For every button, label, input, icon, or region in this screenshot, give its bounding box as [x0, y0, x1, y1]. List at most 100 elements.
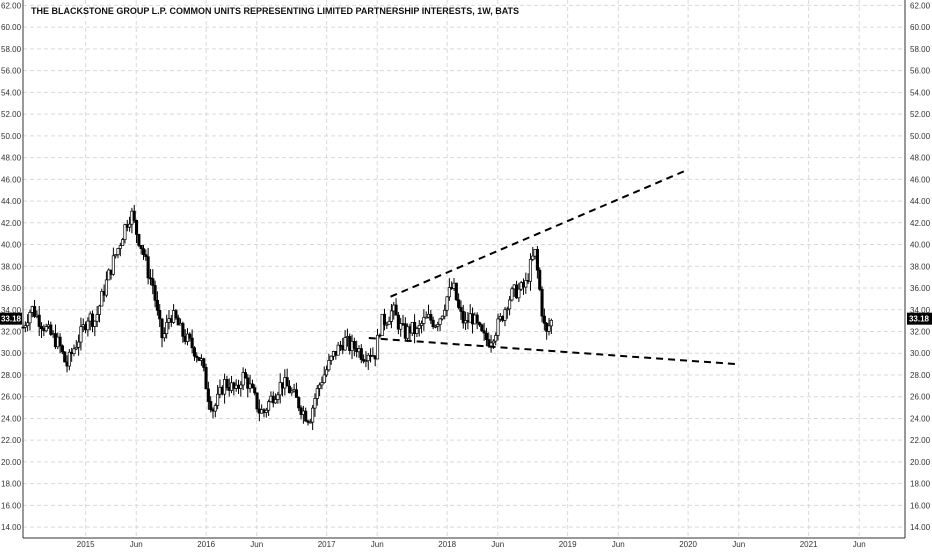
- candle-body: [457, 299, 461, 308]
- candle-body: [385, 323, 389, 326]
- y-tick-label-right: 50.00: [910, 132, 931, 141]
- y-tick-label-right: 62.00: [910, 1, 931, 10]
- candle: [72, 344, 76, 357]
- candle-body: [137, 234, 141, 246]
- candle: [116, 247, 120, 259]
- candle: [60, 344, 64, 355]
- candle-body: [118, 245, 122, 249]
- candle-body: [424, 316, 428, 319]
- candle-body: [540, 288, 544, 317]
- x-tick-label: 2021: [800, 540, 818, 549]
- candle: [23, 321, 27, 333]
- candle-body: [542, 315, 546, 324]
- candle: [37, 305, 41, 336]
- y-tick-label-right: 18.00: [910, 480, 931, 489]
- candle: [144, 249, 148, 261]
- candle-body: [496, 318, 500, 336]
- candle: [162, 327, 166, 342]
- candle: [33, 299, 37, 319]
- candle: [387, 316, 391, 325]
- candle: [155, 291, 159, 316]
- candle-body: [253, 387, 257, 394]
- candle-body: [250, 383, 254, 389]
- candle-body: [494, 335, 498, 342]
- candle: [457, 293, 461, 310]
- candle: [264, 407, 268, 418]
- candle: [440, 315, 444, 321]
- candle-body: [63, 351, 67, 363]
- candle-body: [93, 320, 97, 327]
- candle-body: [538, 269, 542, 290]
- candle: [431, 316, 435, 330]
- candle: [134, 219, 139, 244]
- y-tick-label-left: 50.00: [1, 132, 22, 141]
- y-tick-label-right: 54.00: [910, 88, 931, 97]
- candle: [192, 346, 197, 361]
- candle: [385, 321, 389, 329]
- candle-body: [510, 288, 514, 301]
- x-tick-label: 2018: [438, 540, 456, 549]
- y-tick-label-left: 32.00: [1, 327, 22, 336]
- y-tick-label-left: 40.00: [1, 241, 22, 250]
- candle: [250, 379, 254, 389]
- candle-body: [243, 372, 247, 379]
- y-tick-label-left: 14.00: [1, 523, 22, 532]
- y-tick-label-left: 58.00: [1, 45, 22, 54]
- candle-body: [114, 254, 118, 257]
- candle: [375, 328, 380, 360]
- y-tick-label-right: 46.00: [910, 175, 931, 184]
- candle: [477, 321, 482, 327]
- candle: [475, 312, 479, 330]
- candle: [327, 353, 331, 372]
- candle: [58, 333, 62, 354]
- candle-body: [508, 299, 512, 310]
- candle: [267, 399, 271, 416]
- candle: [213, 403, 217, 418]
- y-tick-label-right: 20.00: [910, 458, 931, 467]
- candle-body: [297, 397, 301, 409]
- candle-body: [436, 324, 440, 327]
- candle: [320, 376, 324, 390]
- candle-body: [324, 369, 329, 376]
- candle-body: [431, 319, 435, 328]
- candle: [304, 407, 308, 422]
- x-tick-label: 2020: [679, 540, 697, 549]
- candle-body: [139, 244, 143, 250]
- candle-body: [447, 287, 451, 298]
- candle-body: [336, 344, 340, 356]
- candle-body: [461, 311, 465, 324]
- candle-body: [216, 393, 220, 406]
- candle: [243, 368, 247, 379]
- candle-body: [90, 313, 95, 327]
- candle: [206, 381, 210, 410]
- candle-body: [535, 249, 539, 271]
- candle: [429, 310, 433, 324]
- candle: [63, 351, 67, 363]
- candle: [107, 268, 111, 281]
- candle-body: [417, 325, 421, 329]
- candle-body: [153, 285, 157, 301]
- candle: [21, 321, 25, 329]
- candle: [93, 320, 97, 337]
- candle: [276, 391, 280, 404]
- candle: [28, 309, 32, 331]
- candle: [531, 247, 535, 262]
- candle-body: [318, 384, 322, 389]
- last-price-tag-right: [907, 312, 932, 325]
- candle: [528, 253, 533, 291]
- y-tick-label-left: 42.00: [1, 219, 22, 228]
- last-price-tag-left: [0, 312, 22, 325]
- candle-body: [480, 324, 484, 332]
- candle: [255, 392, 259, 413]
- candle-body: [158, 309, 162, 320]
- y-tick-label-right: 14.00: [910, 523, 931, 532]
- candle: [496, 313, 500, 341]
- candle-body: [327, 360, 331, 371]
- candle-body: [111, 255, 115, 275]
- candle: [285, 368, 289, 387]
- candle: [318, 382, 322, 397]
- candle-body: [433, 325, 438, 328]
- candle: [111, 247, 115, 276]
- y-tick-label-left: 36.00: [1, 284, 22, 293]
- chart-title: THE BLACKSTONE GROUP L.P. COMMON UNITS R…: [31, 6, 520, 16]
